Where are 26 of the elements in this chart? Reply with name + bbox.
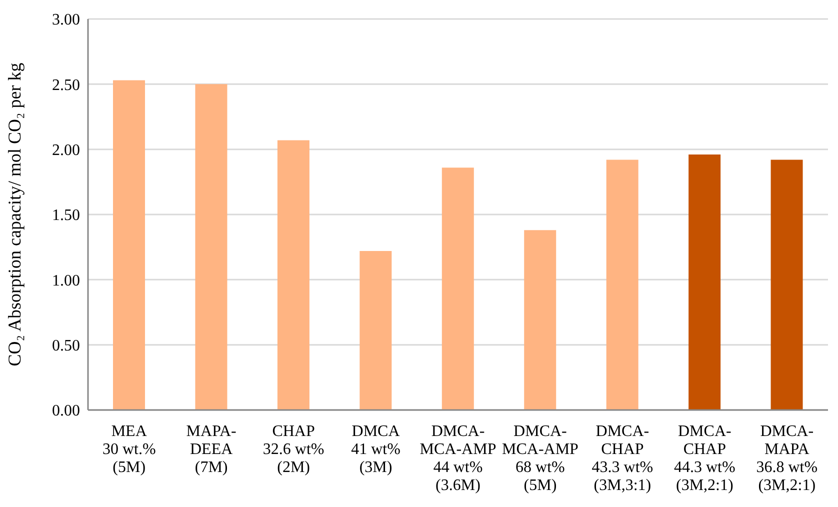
x-tick-label: DMCA- MCA-AMP 44 wt% (3.6M) bbox=[420, 423, 496, 494]
y-tick-label: 0.50 bbox=[52, 338, 80, 355]
y-tick-label: 1.50 bbox=[52, 207, 80, 224]
bar bbox=[113, 80, 145, 410]
y-tick-label: 2.00 bbox=[52, 142, 80, 160]
x-tick-label: DMCA- CHAP 44.3 wt% (3M,2:1) bbox=[674, 423, 736, 494]
x-tick-label: CHAP 32.6 wt% (2M) bbox=[262, 423, 324, 476]
x-tick-label: DMCA 41 wt% (3M) bbox=[351, 423, 400, 476]
y-tick-label: 2.50 bbox=[52, 76, 80, 94]
x-tick-label: MEA 30 wt.% (5M) bbox=[102, 423, 156, 476]
y-tick-label: 0.00 bbox=[52, 402, 80, 420]
bar bbox=[770, 160, 803, 410]
bar bbox=[524, 230, 556, 410]
bar bbox=[195, 84, 228, 410]
y-axis-title: CO₂ Absorption capacity/ mol CO₂ per kg bbox=[4, 62, 24, 366]
bar bbox=[688, 154, 721, 410]
y-tick-label: 1.00 bbox=[52, 272, 80, 290]
y-tick-label: 3.00 bbox=[52, 12, 80, 29]
bar bbox=[606, 160, 638, 410]
x-tick-label: DMCA- CHAP 43.3 wt% (3M,3:1) bbox=[592, 423, 654, 494]
x-tick-label: DMCA- MAPA 36.8 wt% (3M,2:1) bbox=[756, 423, 818, 494]
bar bbox=[360, 250, 392, 410]
bar bbox=[442, 168, 474, 410]
bar bbox=[277, 140, 310, 410]
x-tick-label: MAPA- DEEA (7M) bbox=[186, 423, 236, 476]
x-tick-label: DMCA- MCA-AMP 68 wt% (5M) bbox=[502, 423, 579, 494]
